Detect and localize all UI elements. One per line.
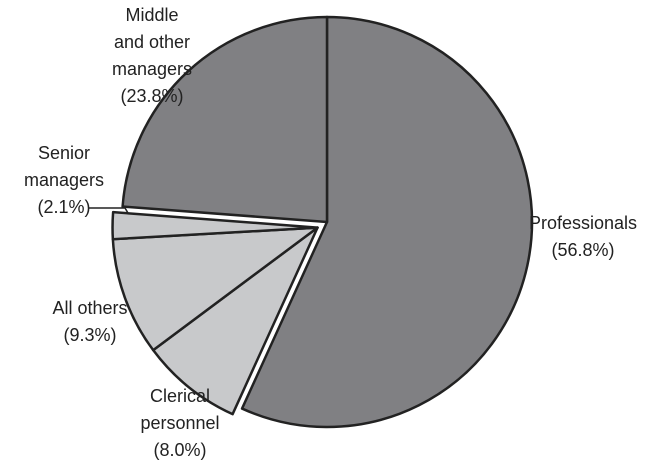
slice-label: Senior managers (2.1%) <box>9 140 119 221</box>
slice-name: Senior managers <box>23 143 105 190</box>
slice-value: (23.8%) <box>120 86 184 106</box>
pie-slice <box>151 226 319 416</box>
slice-name: Professionals <box>528 213 638 233</box>
slice-name: Middle and other managers <box>111 5 193 79</box>
slice-name: Clerical personnel <box>140 386 220 433</box>
slice-value: (56.8%) <box>551 240 615 260</box>
slice-value: (8.0%) <box>153 440 207 460</box>
slice-value: (9.3%) <box>63 325 117 345</box>
pie-slice <box>111 210 319 241</box>
pie-slice <box>240 15 534 429</box>
slice-label: Clerical personnel (8.0%) <box>133 383 228 460</box>
slice-value: (2.1%) <box>37 197 91 217</box>
pie-slice <box>111 226 319 352</box>
slice-label: All others (9.3%) <box>35 295 145 349</box>
pie-slice <box>121 15 329 224</box>
slice-label: Professionals (56.8%) <box>498 210 650 264</box>
slice-label: Middle and other managers (23.8%) <box>110 2 195 110</box>
slice-name: All others <box>52 298 128 318</box>
